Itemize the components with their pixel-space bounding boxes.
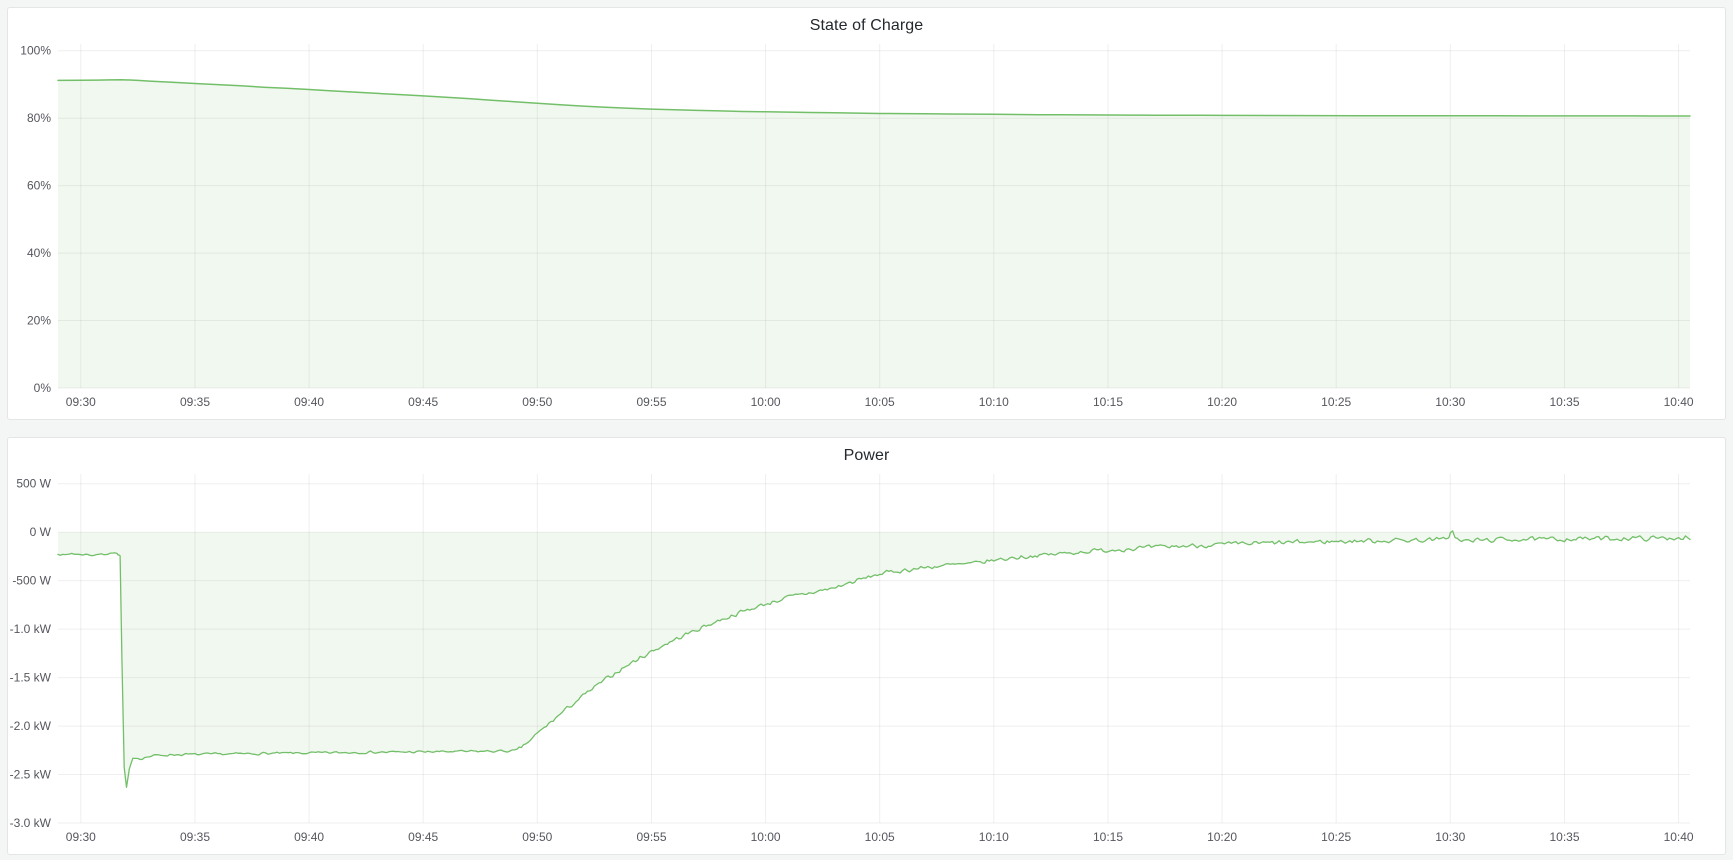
svg-text:10:25: 10:25 bbox=[1321, 395, 1351, 409]
svg-text:10:35: 10:35 bbox=[1549, 830, 1579, 844]
svg-text:10:35: 10:35 bbox=[1549, 395, 1579, 409]
svg-text:09:40: 09:40 bbox=[294, 830, 324, 844]
svg-text:40%: 40% bbox=[27, 246, 51, 260]
svg-text:10:40: 10:40 bbox=[1664, 395, 1694, 409]
svg-text:09:45: 09:45 bbox=[408, 830, 438, 844]
svg-text:0 W: 0 W bbox=[30, 525, 52, 539]
svg-text:09:35: 09:35 bbox=[180, 395, 210, 409]
svg-text:10:25: 10:25 bbox=[1321, 830, 1351, 844]
svg-text:-2.5 kW: -2.5 kW bbox=[10, 768, 52, 782]
svg-text:-3.0 kW: -3.0 kW bbox=[10, 816, 52, 830]
svg-text:09:30: 09:30 bbox=[66, 395, 96, 409]
svg-text:10:10: 10:10 bbox=[979, 830, 1009, 844]
svg-text:10:05: 10:05 bbox=[865, 830, 895, 844]
svg-text:09:55: 09:55 bbox=[636, 395, 666, 409]
svg-text:60%: 60% bbox=[27, 179, 51, 193]
svg-text:09:40: 09:40 bbox=[294, 395, 324, 409]
svg-text:09:50: 09:50 bbox=[522, 395, 552, 409]
svg-text:500 W: 500 W bbox=[16, 477, 51, 491]
svg-text:20%: 20% bbox=[27, 314, 51, 328]
svg-text:-500 W: -500 W bbox=[12, 574, 51, 588]
svg-text:10:10: 10:10 bbox=[979, 395, 1009, 409]
svg-text:-2.0 kW: -2.0 kW bbox=[10, 719, 52, 733]
svg-text:10:40: 10:40 bbox=[1664, 830, 1694, 844]
svg-text:09:35: 09:35 bbox=[180, 830, 210, 844]
svg-text:10:20: 10:20 bbox=[1207, 395, 1237, 409]
panel-title-state-of-charge: State of Charge bbox=[809, 17, 924, 34]
svg-text:0%: 0% bbox=[34, 381, 52, 395]
svg-text:10:30: 10:30 bbox=[1435, 830, 1465, 844]
svg-text:09:50: 09:50 bbox=[522, 830, 552, 844]
svg-text:-1.5 kW: -1.5 kW bbox=[10, 671, 52, 685]
svg-text:80%: 80% bbox=[27, 111, 51, 125]
svg-text:10:15: 10:15 bbox=[1093, 830, 1123, 844]
svg-text:09:45: 09:45 bbox=[408, 395, 438, 409]
power-chart[interactable]: 500 W 0 W -500 W -1.0 kW -1.5 kW -2.0 kW -2.5 … bbox=[8, 470, 1725, 854]
svg-text:-1.0 kW: -1.0 kW bbox=[10, 622, 52, 636]
panel-state-of-charge: State of Charge 100% 80% 60% 40% 20% 0% 09:30 0… bbox=[7, 7, 1726, 420]
svg-text:10:20: 10:20 bbox=[1207, 830, 1237, 844]
svg-text:10:00: 10:00 bbox=[751, 830, 781, 844]
state-of-charge-chart[interactable]: 100% 80% 60% 40% 20% 0% 09:30 09:35 09:40 09:45 09… bbox=[8, 40, 1725, 419]
panel-title-power: Power bbox=[843, 447, 890, 464]
svg-text:10:15: 10:15 bbox=[1093, 395, 1123, 409]
panel-power: Power 500 W 0 W -500 W -1.0 kW -1.5 kW -2.0 k… bbox=[7, 437, 1726, 855]
svg-text:10:00: 10:00 bbox=[751, 395, 781, 409]
svg-text:09:55: 09:55 bbox=[636, 830, 666, 844]
svg-text:10:05: 10:05 bbox=[865, 395, 895, 409]
svg-text:09:30: 09:30 bbox=[66, 830, 96, 844]
svg-text:100%: 100% bbox=[20, 44, 51, 58]
svg-text:10:30: 10:30 bbox=[1435, 395, 1465, 409]
